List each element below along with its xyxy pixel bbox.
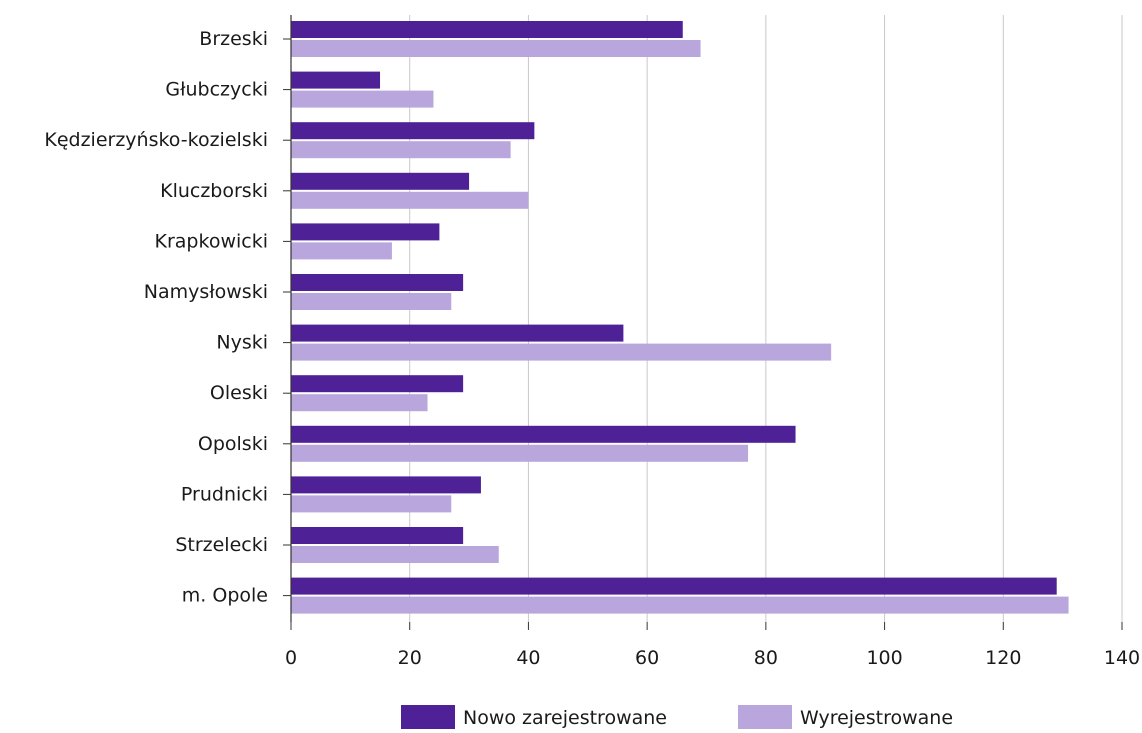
bar-nowo-zarejestrowane [291, 274, 464, 291]
bar-nowo-zarejestrowane [291, 71, 381, 89]
category-label: Krapkowicki [155, 230, 268, 252]
gridlines [409, 15, 1123, 622]
legend-swatch [401, 705, 455, 729]
bar-wyrejestrowane [291, 343, 832, 361]
bar-wyrejestrowane [291, 242, 392, 260]
bar-nowo-zarejestrowane [291, 172, 470, 190]
category-label: Kluczborski [160, 180, 268, 202]
x-tick-label: 60 [635, 647, 659, 669]
x-tick-label: 40 [516, 647, 540, 669]
category-label: Prudnicki [181, 483, 268, 505]
bar-nowo-zarejestrowane [291, 21, 683, 38]
x-tick-label: 80 [754, 647, 778, 669]
category-label: Kędzierzyńsko-kozielski [44, 129, 268, 151]
category-label: Namysłowski [144, 281, 268, 303]
category-label: m. Opole [182, 585, 268, 607]
x-tick-label: 100 [866, 647, 902, 669]
bar-nowo-zarejestrowane [291, 223, 440, 241]
category-label: Nyski [216, 332, 268, 354]
bar-wyrejestrowane [291, 444, 749, 462]
bar-wyrejestrowane [291, 596, 1069, 614]
bars [291, 21, 1069, 614]
bar-nowo-zarejestrowane [291, 527, 464, 544]
bar-wyrejestrowane [291, 546, 499, 563]
x-tick-label: 140 [1104, 647, 1140, 669]
category-label: Brzeski [199, 28, 268, 50]
axes [283, 15, 1123, 630]
bar-nowo-zarejestrowane [291, 324, 624, 342]
legend-swatch [738, 705, 792, 729]
legend-label: Wyrejestrowane [800, 707, 953, 729]
bar-wyrejestrowane [291, 141, 511, 159]
category-label: Głubczycki [165, 79, 268, 101]
category-label: Oleski [210, 382, 268, 404]
bar-wyrejestrowane [291, 495, 452, 513]
bar-wyrejestrowane [291, 293, 452, 310]
bar-wyrejestrowane [291, 40, 701, 57]
category-labels: Brzeski Głubczycki Kędzierzyńsko-kozielski… [44, 28, 268, 607]
bar-wyrejestrowane [291, 191, 529, 209]
category-label: Opolski [198, 433, 268, 455]
x-tick-label: 20 [398, 647, 422, 669]
x-tick-labels: 0 20 40 60 80 100 120 140 [285, 647, 1140, 669]
x-tick-label: 0 [285, 647, 297, 669]
bar-nowo-zarejestrowane [291, 476, 481, 494]
bar-nowo-zarejestrowane [291, 375, 464, 393]
legend-label: Nowo zarejestrowane [463, 707, 667, 729]
bar-wyrejestrowane [291, 394, 428, 412]
legend: Nowo zarejestrowane Wyrejestrowane [401, 705, 953, 729]
category-label: Strzelecki [175, 534, 268, 556]
x-tick-label: 120 [985, 647, 1021, 669]
bar-nowo-zarejestrowane [291, 425, 796, 443]
bar-nowo-zarejestrowane [291, 577, 1057, 595]
bar-nowo-zarejestrowane [291, 122, 535, 140]
bar-wyrejestrowane [291, 90, 434, 108]
